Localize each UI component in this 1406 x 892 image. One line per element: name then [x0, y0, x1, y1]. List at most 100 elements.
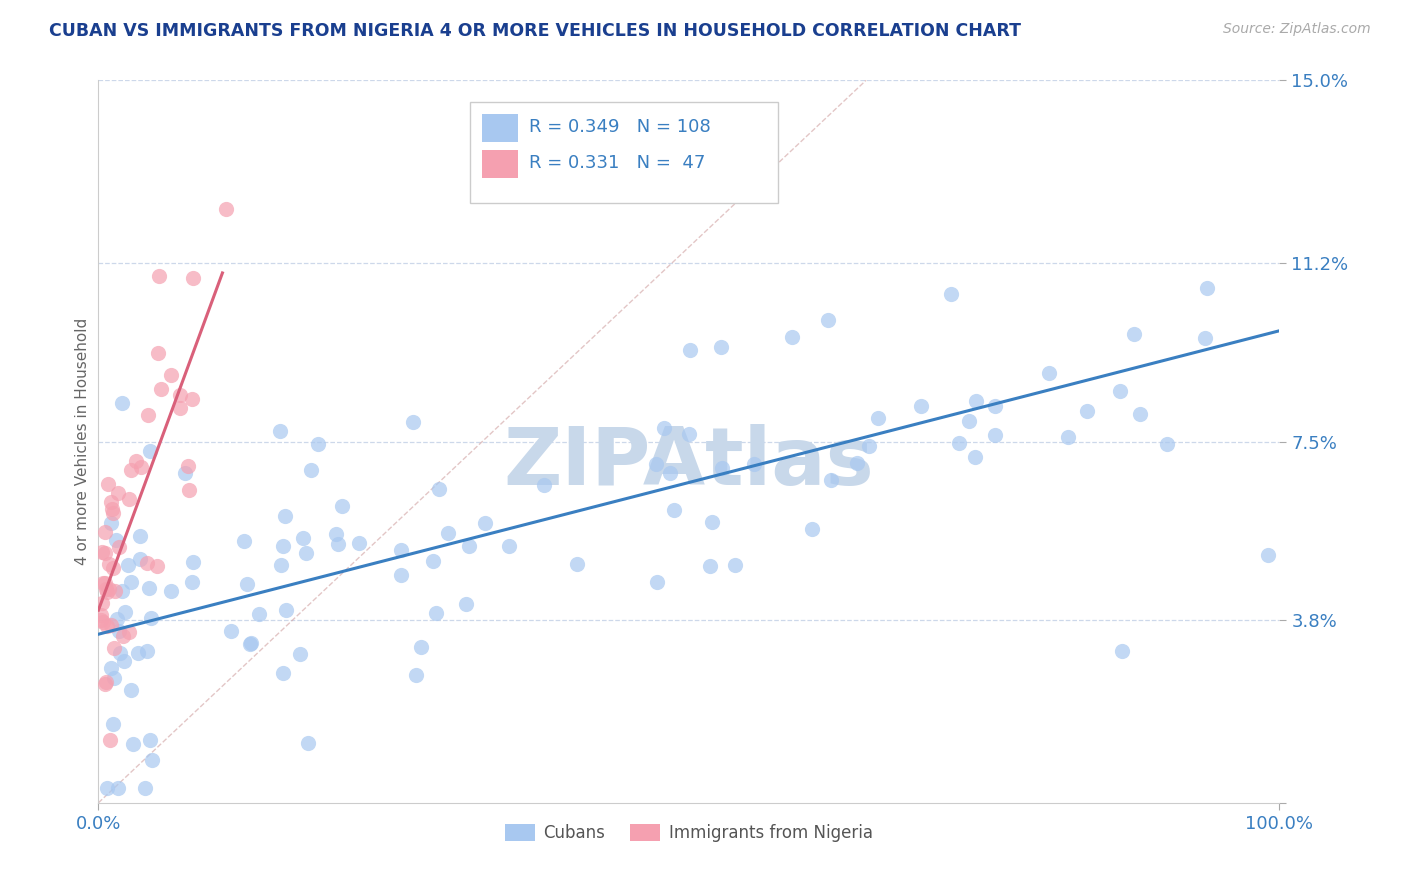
Point	[146, 558, 169, 573]
Point	[347, 535, 370, 549]
Point	[105, 533, 128, 548]
Point	[236, 576, 259, 591]
Point	[274, 602, 297, 616]
Point	[138, 581, 160, 595]
Point	[96, 582, 118, 596]
Point	[98, 733, 121, 747]
Point	[427, 482, 450, 496]
Point	[1194, 331, 1216, 345]
Point	[181, 392, 204, 406]
Point	[148, 268, 170, 283]
Point	[288, 647, 311, 661]
Point	[965, 450, 987, 464]
Point	[111, 396, 134, 410]
Point	[141, 753, 163, 767]
Point	[292, 531, 315, 545]
Point	[1038, 366, 1060, 380]
Text: R = 0.331   N =  47: R = 0.331 N = 47	[530, 154, 706, 172]
Point	[121, 737, 143, 751]
Point	[221, 624, 243, 638]
Point	[299, 463, 322, 477]
Point	[533, 477, 555, 491]
Point	[800, 522, 823, 536]
Point	[134, 781, 156, 796]
Point	[94, 524, 117, 539]
Point	[233, 534, 256, 549]
Point	[817, 313, 839, 327]
Point	[97, 477, 120, 491]
Point	[328, 537, 350, 551]
Point	[159, 368, 181, 382]
Point	[422, 554, 444, 568]
Point	[679, 343, 702, 357]
Point	[160, 584, 183, 599]
Point	[98, 557, 121, 571]
Point	[146, 346, 169, 360]
Text: ZIPAtlas: ZIPAtlas	[503, 425, 875, 502]
Point	[846, 456, 869, 470]
Bar	[482, 151, 517, 178]
Point	[135, 557, 157, 571]
Point	[120, 463, 142, 477]
Point	[307, 437, 329, 451]
Point	[129, 459, 152, 474]
Point	[125, 454, 148, 468]
Point	[910, 399, 932, 413]
Point	[454, 597, 477, 611]
Point	[100, 502, 122, 516]
Point	[90, 544, 112, 558]
Point	[411, 640, 433, 654]
Point	[965, 393, 987, 408]
Point	[214, 202, 236, 217]
Point	[91, 575, 114, 590]
Point	[120, 575, 142, 590]
Point	[105, 612, 128, 626]
Point	[107, 781, 129, 796]
Point	[114, 605, 136, 619]
Point	[269, 424, 291, 438]
Point	[94, 677, 117, 691]
Point	[118, 491, 141, 506]
Point	[177, 483, 200, 497]
Point	[645, 574, 668, 589]
Point	[652, 421, 675, 435]
Point	[90, 613, 112, 627]
Point	[100, 516, 122, 531]
Point	[107, 485, 129, 500]
Point	[1257, 549, 1279, 563]
Y-axis label: 4 or more Vehicles in Household: 4 or more Vehicles in Household	[75, 318, 90, 566]
Point	[1111, 644, 1133, 658]
Point	[108, 541, 131, 555]
Point	[710, 340, 733, 354]
Point	[273, 508, 295, 523]
Point	[100, 495, 122, 509]
Point	[702, 516, 724, 530]
Point	[389, 542, 412, 557]
Point	[101, 506, 124, 520]
Point	[181, 555, 204, 569]
Point	[939, 287, 962, 301]
Point	[128, 551, 150, 566]
Point	[780, 329, 803, 343]
Point	[117, 558, 139, 572]
FancyBboxPatch shape	[471, 102, 778, 203]
Point	[96, 619, 118, 633]
Point	[100, 618, 122, 632]
Point	[139, 732, 162, 747]
Point	[101, 561, 124, 575]
Text: CUBAN VS IMMIGRANTS FROM NIGERIA 4 OR MORE VEHICLES IN HOUSEHOLD CORRELATION CHA: CUBAN VS IMMIGRANTS FROM NIGERIA 4 OR MO…	[49, 22, 1021, 40]
Point	[984, 428, 1007, 442]
Point	[402, 415, 425, 429]
Point	[948, 435, 970, 450]
Point	[90, 607, 112, 622]
Bar	[482, 114, 517, 142]
Point	[173, 466, 195, 480]
Point	[724, 558, 747, 573]
Point	[181, 271, 204, 285]
Point	[270, 558, 292, 573]
Point	[711, 460, 734, 475]
Point	[330, 499, 353, 513]
Point	[273, 666, 295, 681]
Point	[868, 411, 890, 425]
Point	[457, 539, 479, 553]
